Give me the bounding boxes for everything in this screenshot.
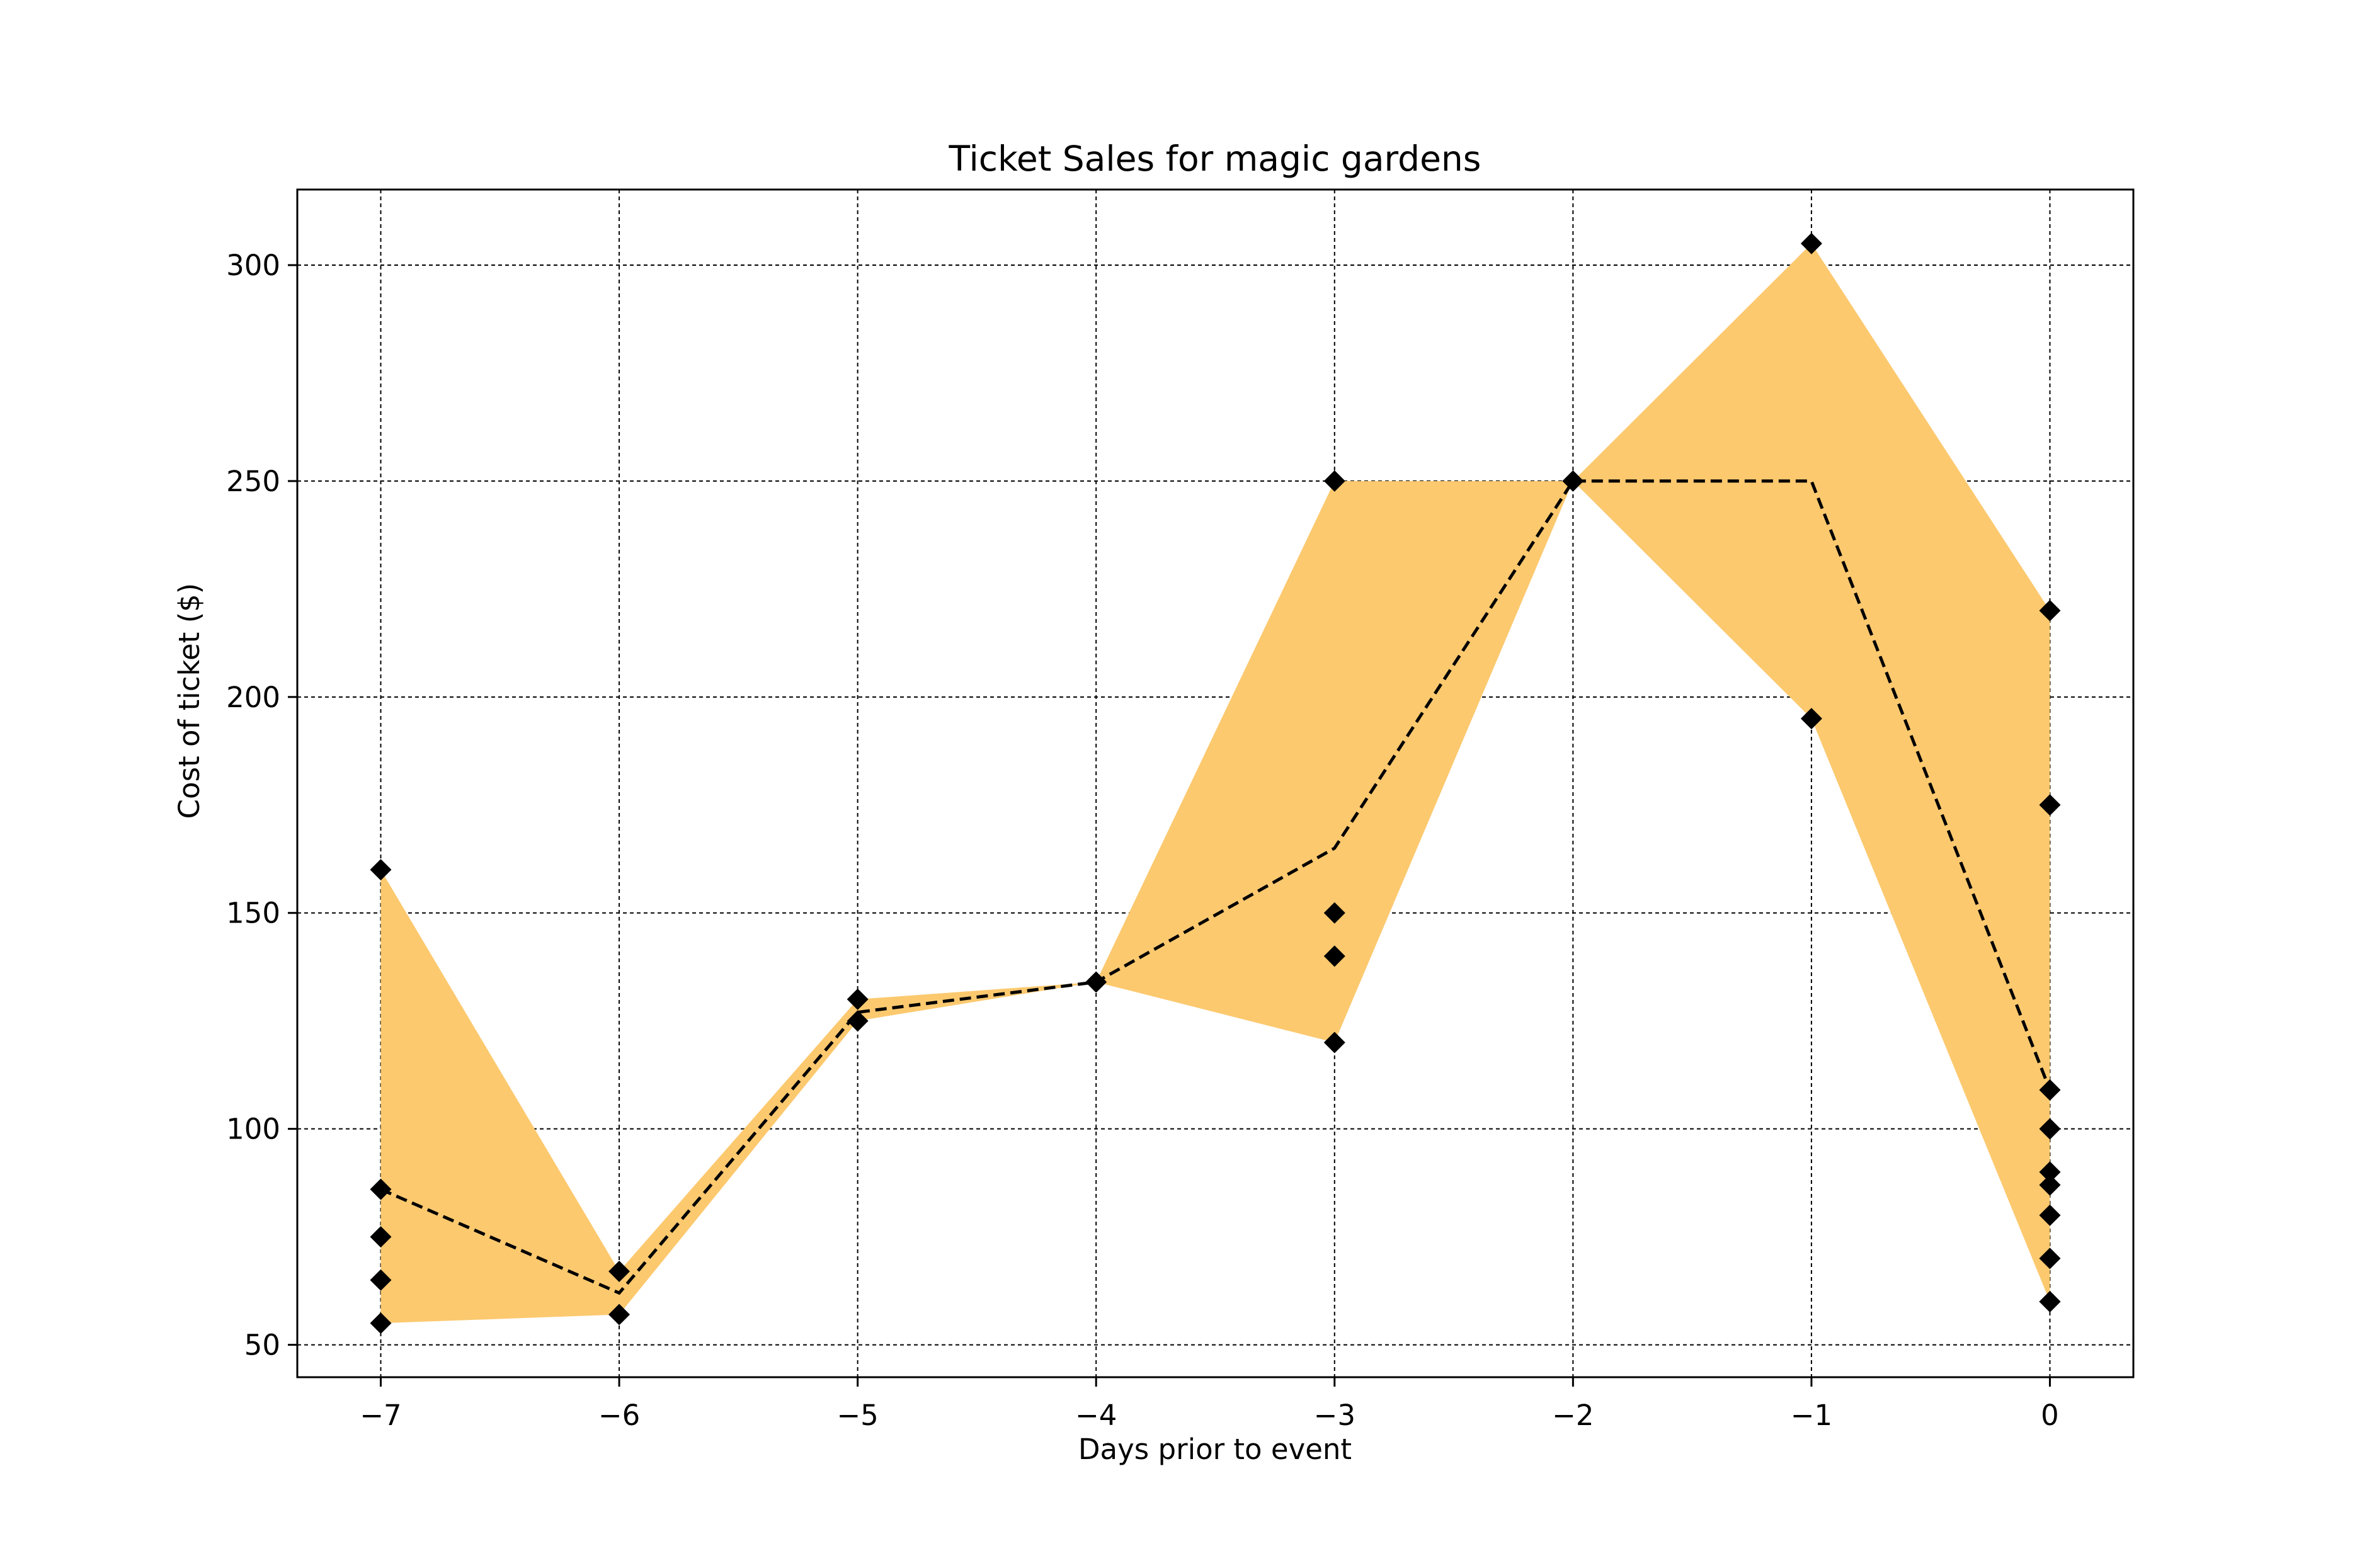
y-tick-label-5: 300: [226, 249, 280, 282]
y-axis-ticks: 50 100 150 200 250 300: [226, 249, 297, 1362]
x-axis-ticks: −7 −6 −5 −4 −3 −2 −1 0: [360, 1377, 2059, 1432]
price-point-2: [370, 1226, 392, 1248]
price-point-13: [1323, 1031, 1345, 1054]
price-range-area: [380, 243, 2050, 1324]
average-price-series: [380, 479, 2051, 1295]
price-point-15: [1800, 232, 1822, 254]
price-point-6: [608, 1304, 630, 1326]
x-tick-label-5: −2: [1552, 1399, 1594, 1432]
chart-title: Ticket Sales for magic gardens: [949, 139, 1481, 179]
ticket-price-points: [370, 232, 2061, 1334]
x-axis-label: Days prior to event: [1078, 1433, 1352, 1466]
price-point-1: [370, 1178, 392, 1200]
price-point-21: [2039, 1161, 2061, 1183]
x-tick-label-0: −7: [360, 1399, 401, 1432]
x-tick-label-7: 0: [2041, 1399, 2059, 1432]
price-point-14: [1562, 470, 1584, 492]
x-tick-label-1: −6: [598, 1399, 640, 1432]
price-point-18: [2039, 794, 2061, 816]
y-tick-label-4: 250: [226, 465, 280, 498]
x-tick-label-6: −1: [1791, 1399, 1832, 1432]
price-point-12: [1323, 945, 1345, 967]
y-tick-label-0: 50: [244, 1329, 280, 1362]
price-point-20: [2039, 1118, 2061, 1140]
y-tick-label-2: 150: [226, 897, 280, 930]
price-point-19: [2039, 1079, 2061, 1101]
x-tick-label-3: −4: [1075, 1399, 1117, 1432]
y-axis-label: Cost of ticket ($): [173, 583, 206, 819]
x-tick-label-4: −3: [1314, 1399, 1355, 1432]
y-tick-label-1: 100: [226, 1113, 280, 1146]
price-point-24: [2039, 1247, 2061, 1270]
price-point-11: [1323, 902, 1345, 924]
average-price-line: [380, 479, 2051, 1295]
price-point-10: [1323, 470, 1345, 492]
price-point-26: [2039, 1290, 2061, 1312]
y-tick-label-3: 200: [226, 681, 280, 714]
price-point-4: [370, 1312, 392, 1334]
grid-lines: [297, 190, 2133, 1377]
price-point-8: [847, 1010, 869, 1032]
price-point-7: [847, 988, 869, 1010]
plot-area-frame: [296, 188, 2135, 1378]
x-tick-label-2: −5: [836, 1399, 878, 1432]
price-point-17: [2039, 599, 2061, 622]
price-point-22: [2039, 1174, 2061, 1196]
price-point-0: [370, 859, 392, 881]
price-point-3: [370, 1269, 392, 1291]
price-point-23: [2039, 1204, 2061, 1226]
price-point-16: [1800, 708, 1822, 730]
price-range-band: [380, 243, 2050, 1324]
price-point-5: [608, 1260, 630, 1282]
price-point-9: [1085, 971, 1107, 993]
